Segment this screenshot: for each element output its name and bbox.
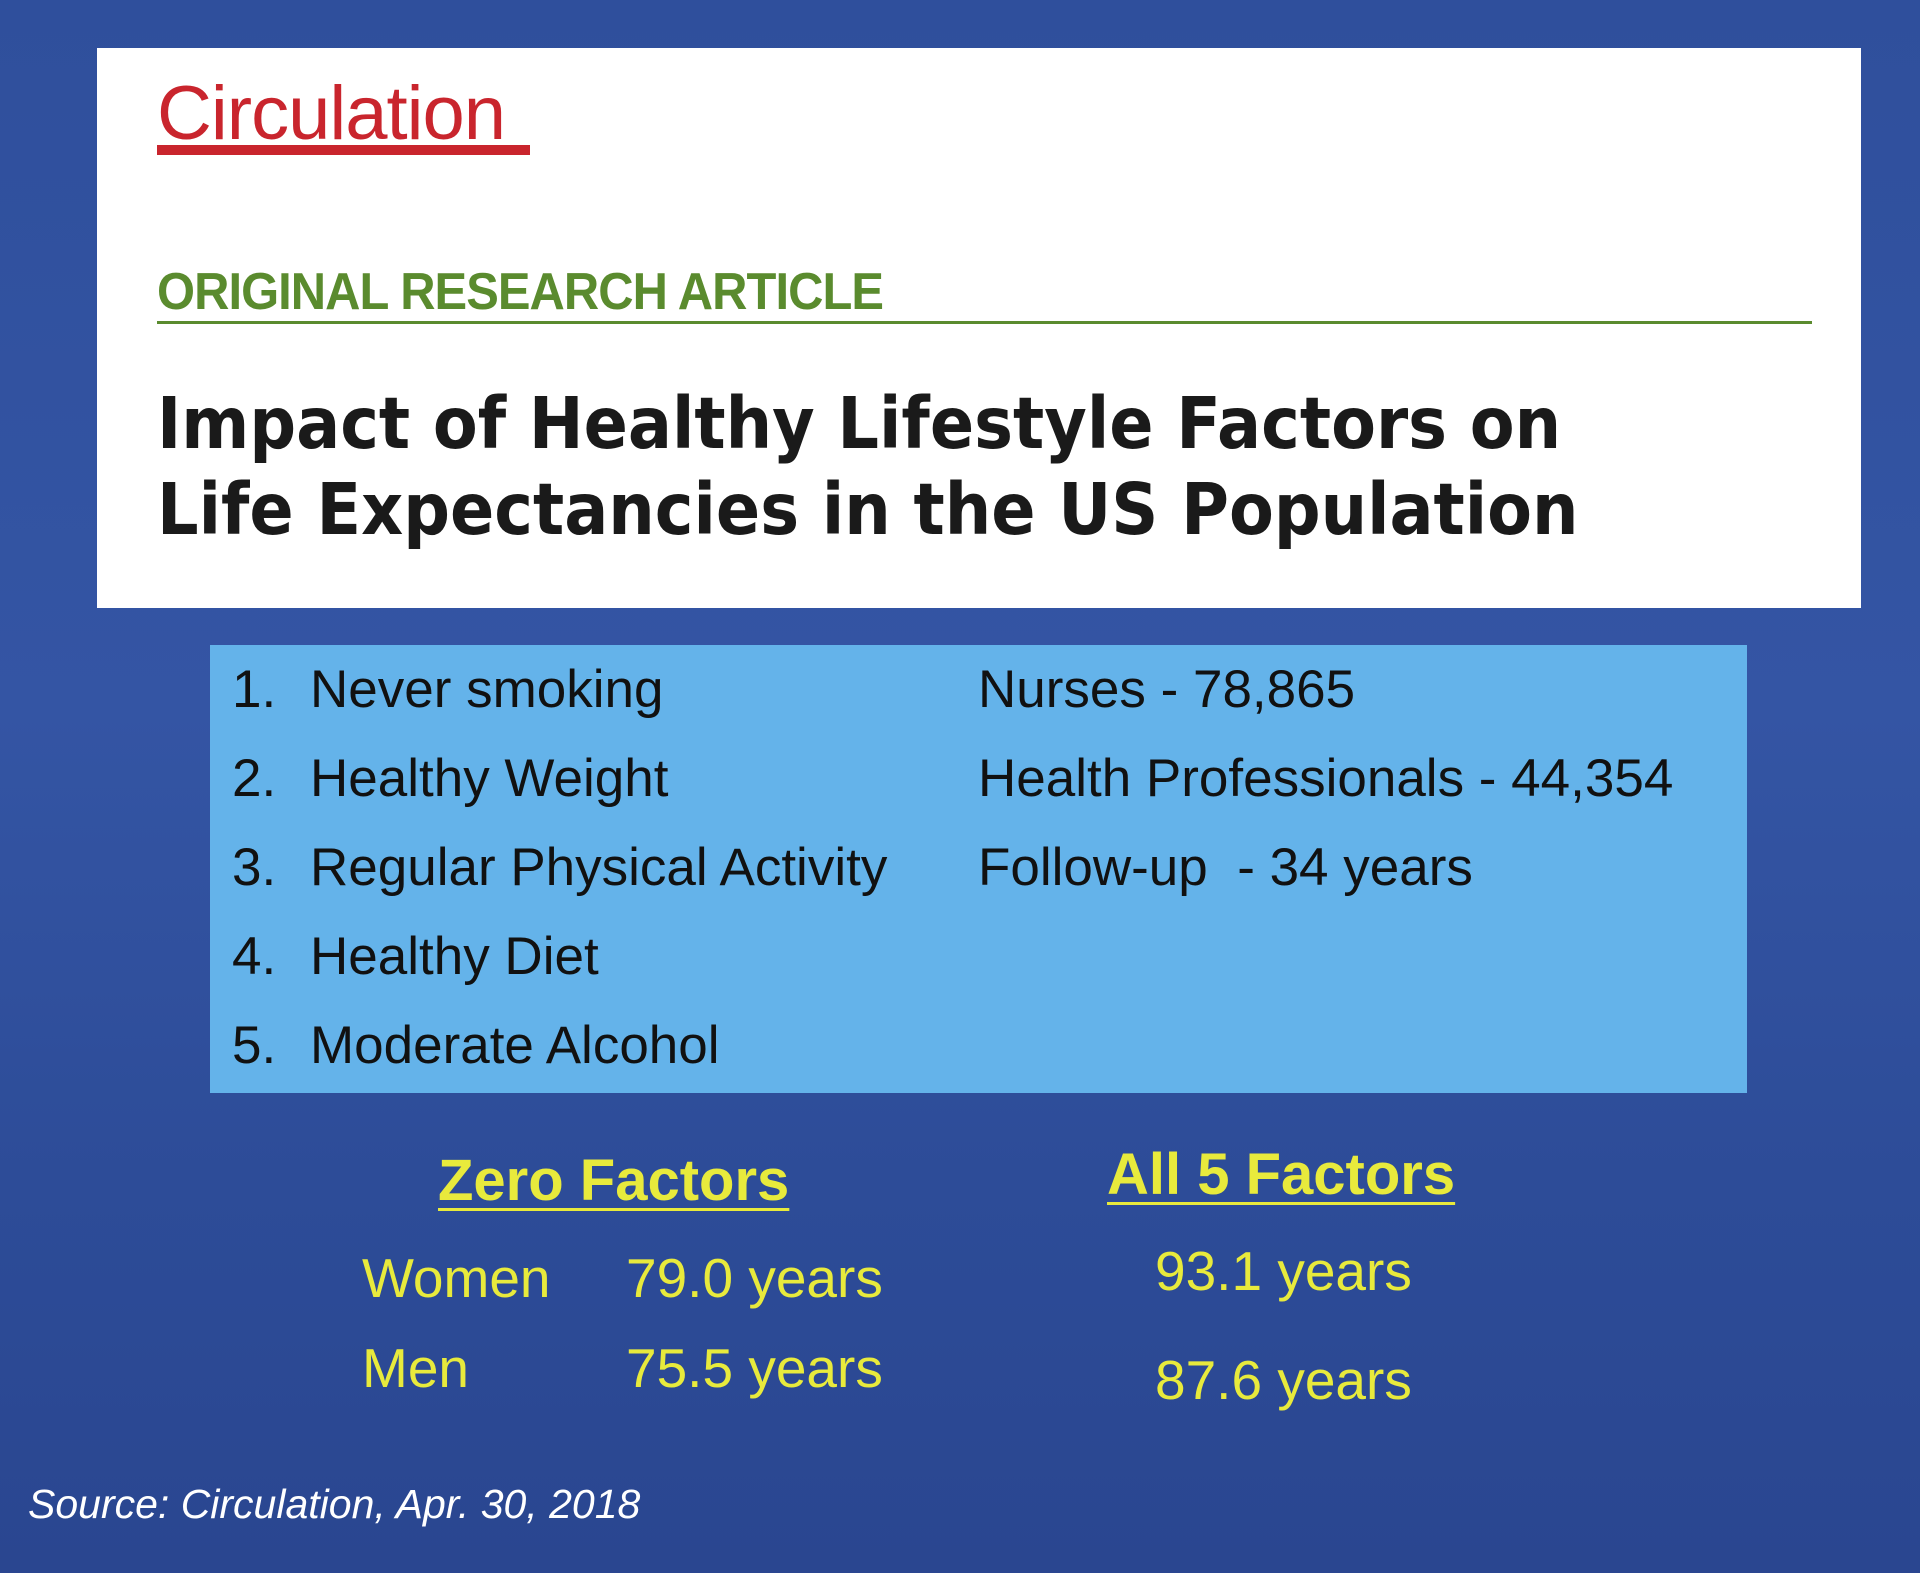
study-summary-box: 1. Never smoking 2. Healthy Weight 3. Re… xyxy=(210,645,1747,1093)
factor-item: 1. Never smoking xyxy=(232,645,887,734)
men-label: Men xyxy=(362,1337,469,1399)
factor-label: Never smoking xyxy=(310,660,664,719)
zero-factors-heading: Zero Factors xyxy=(438,1148,790,1213)
men-all-value: 87.6 years xyxy=(1155,1349,1412,1411)
factor-item: 5. Moderate Alcohol xyxy=(232,1001,887,1090)
factor-label: Healthy Diet xyxy=(310,927,599,986)
factor-label: Moderate Alcohol xyxy=(310,1016,720,1075)
men-zero-value: 75.5 years xyxy=(626,1337,883,1399)
factor-item: 3. Regular Physical Activity xyxy=(232,823,887,912)
study-info-follow-up: Follow-up - 34 years xyxy=(978,838,1473,897)
factor-number: 1. xyxy=(232,660,277,719)
study-info-nurses: Nurses - 78,865 xyxy=(978,660,1356,719)
journal-name: Circulation xyxy=(157,71,506,156)
source-citation: Source: Circulation, Apr. 30, 2018 xyxy=(28,1481,641,1527)
journal-underline xyxy=(157,145,530,155)
factor-number: 5. xyxy=(232,1016,277,1075)
article-header-panel: Circulation ORIGINAL RESEARCH ARTICLE Im… xyxy=(97,48,1861,608)
article-type-label: ORIGINAL RESEARCH ARTICLE xyxy=(157,263,884,321)
factor-label: Healthy Weight xyxy=(310,749,669,808)
study-info-health-professionals: Health Professionals - 44,354 xyxy=(978,749,1674,808)
article-type-rule xyxy=(157,321,1812,324)
all-factors-heading: All 5 Factors xyxy=(1107,1142,1456,1207)
factor-list: 1. Never smoking 2. Healthy Weight 3. Re… xyxy=(232,645,887,1090)
factor-number: 2. xyxy=(232,749,277,808)
factor-item: 2. Healthy Weight xyxy=(232,734,887,823)
women-zero-value: 79.0 years xyxy=(626,1247,883,1309)
women-all-value: 93.1 years xyxy=(1155,1240,1412,1302)
study-info-list: Nurses - 78,865 Health Professionals - 4… xyxy=(978,645,1673,912)
factor-number: 4. xyxy=(232,927,277,986)
article-title: Impact of Healthy Lifestyle Factors on L… xyxy=(157,382,1579,551)
factor-item: 4. Healthy Diet xyxy=(232,912,887,1001)
women-label: Women xyxy=(362,1247,551,1309)
factor-label: Regular Physical Activity xyxy=(310,838,888,897)
factor-number: 3. xyxy=(232,838,277,897)
